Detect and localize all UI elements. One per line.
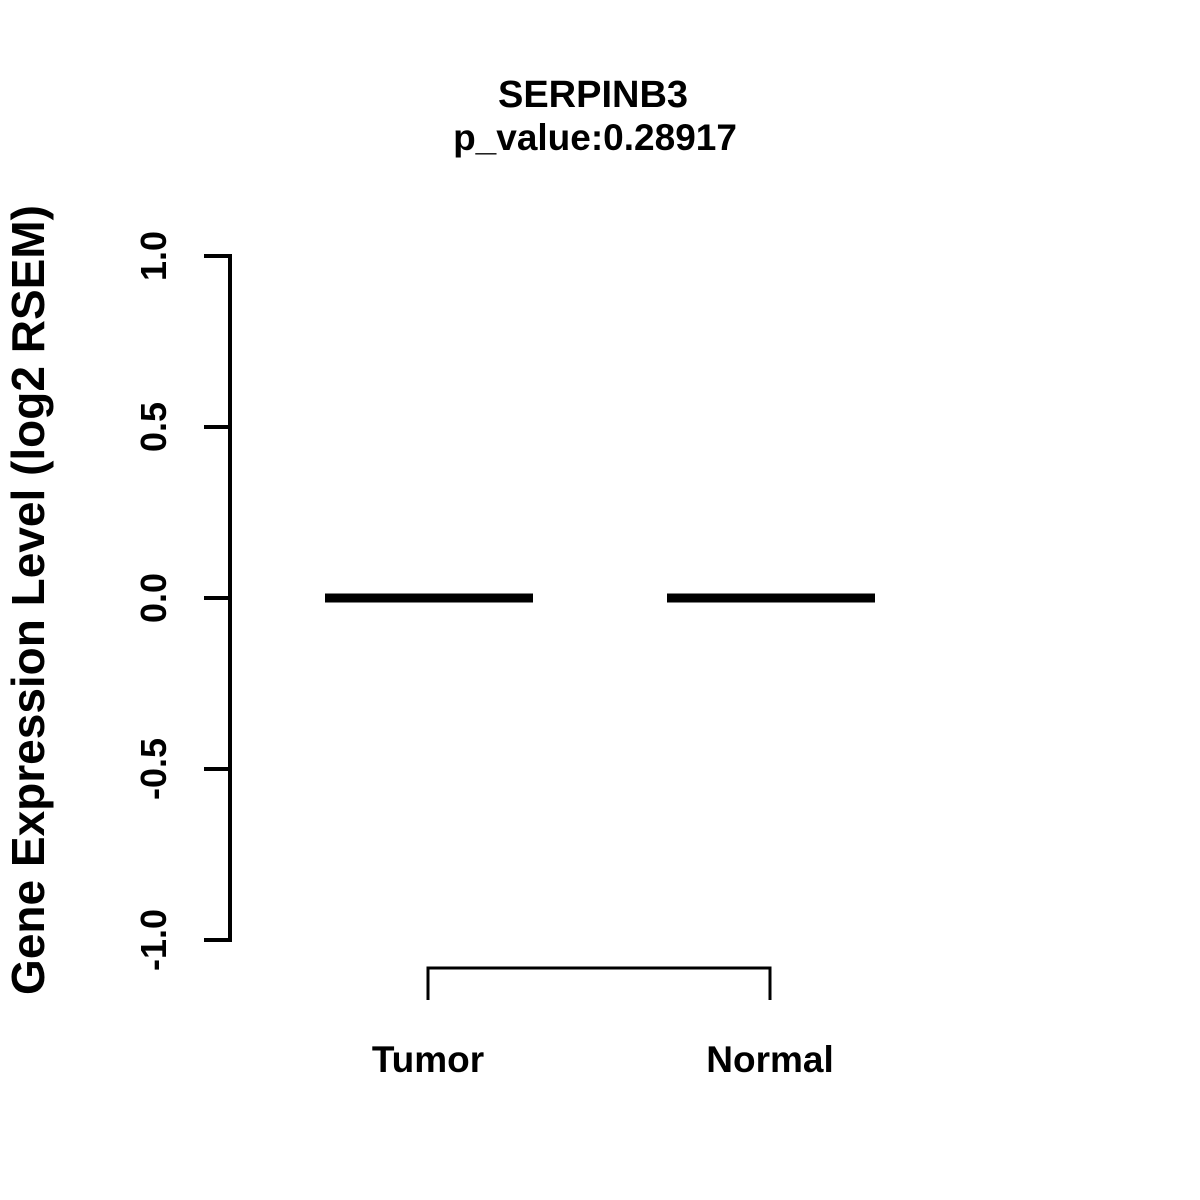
y-tick-label: 0.5 [133,402,174,452]
y-tick-label: -1.0 [133,909,174,971]
comparison-bracket [426,966,772,1000]
y-axis-title: Gene Expression Level (log2 RSEM) [2,205,54,995]
chart-title: SERPINB3 [498,74,688,116]
y-tick-label: -0.5 [133,738,174,800]
p-value-label: p_value:0.28917 [453,117,737,158]
y-tick-label: 1.0 [133,231,174,281]
y-tick-label: 0.0 [133,573,174,623]
group-label-normal: Normal [706,1039,833,1080]
group-label-tumor: Tumor [372,1039,484,1080]
